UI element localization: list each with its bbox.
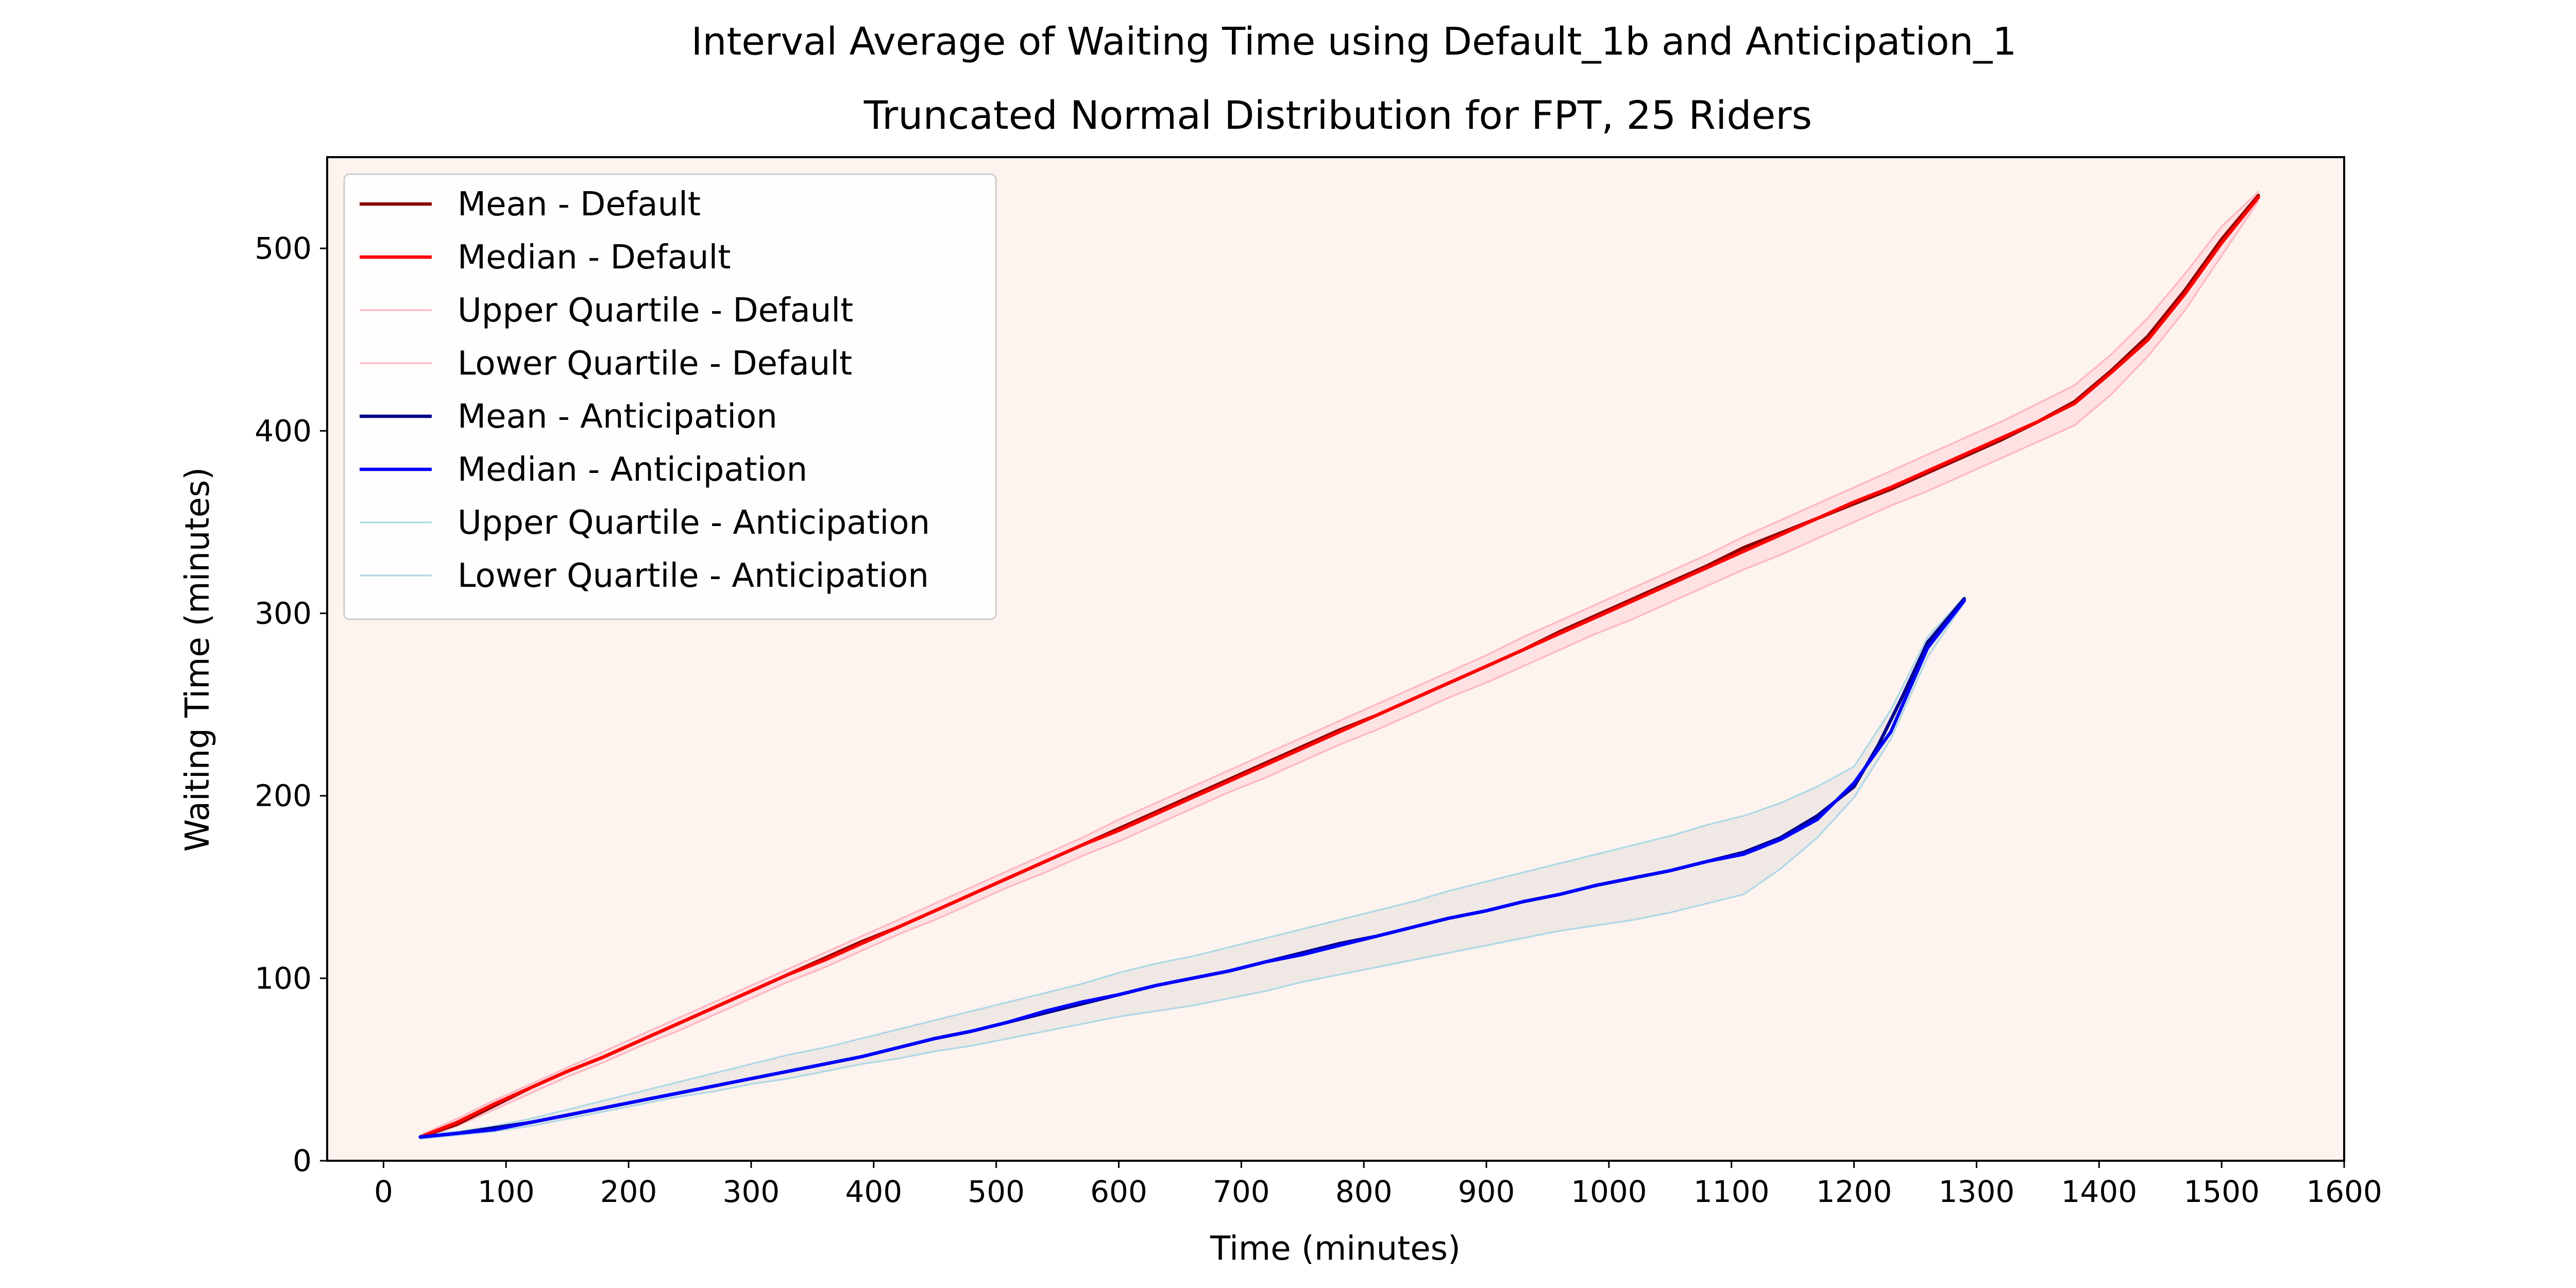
series-line-lower-quartile-default xyxy=(419,200,2260,1140)
x-tick-label: 1400 xyxy=(2061,1174,2137,1209)
chart-title: Interval Average of Waiting Time using D… xyxy=(691,20,2017,64)
quartile-bands xyxy=(420,192,2259,1139)
legend-label-upper-quartile-default: Upper Quartile - Default xyxy=(457,292,853,330)
x-tick-label: 700 xyxy=(1213,1174,1270,1209)
legend-label-median-default: Median - Default xyxy=(457,239,731,277)
x-tick-label: 1100 xyxy=(1693,1174,1770,1209)
series-line-median-anticipation xyxy=(418,599,1966,1139)
series-line-upper-quartile-default xyxy=(419,191,2260,1137)
x-tick-label: 900 xyxy=(1458,1174,1515,1209)
x-tick-label: 500 xyxy=(968,1174,1025,1209)
x-tick-label: 0 xyxy=(374,1174,393,1209)
legend-label-lower-quartile-default: Lower Quartile - Default xyxy=(457,345,852,383)
x-tick-label: 400 xyxy=(845,1174,902,1209)
plot-frame xyxy=(326,156,2345,1162)
x-tick-label: 800 xyxy=(1335,1174,1393,1209)
x-axis: 0 100 200 300 400 500 600 700 800 900 1000 1100 1200… xyxy=(374,1161,2382,1209)
legend: Mean - Default Median - Default Upper Quar… xyxy=(343,173,997,620)
legend-label-mean-default: Mean - Default xyxy=(457,185,701,224)
legend-label-mean-anticipation: Mean - Anticipation xyxy=(457,398,777,436)
x-tick-label: 200 xyxy=(600,1174,657,1209)
x-tick-label: 1500 xyxy=(2183,1174,2260,1209)
x-tick-label: 1300 xyxy=(1939,1174,2015,1209)
y-tick-label: 500 xyxy=(255,231,312,266)
legend-box xyxy=(343,173,997,620)
x-axis-label: Time (minutes) xyxy=(1210,1230,1461,1268)
y-tick-label: 400 xyxy=(255,413,312,448)
y-tick-label: 300 xyxy=(255,596,312,631)
legend-label-lower-quartile-anticipation: Lower Quartile - Anticipation xyxy=(457,557,929,595)
y-tick-label: 100 xyxy=(255,961,312,996)
series-line-lower-quartile-anticipation xyxy=(419,601,1965,1140)
series-line-median-default xyxy=(418,195,2260,1139)
y-tick-label: 200 xyxy=(255,778,312,814)
series-lines xyxy=(418,191,2260,1140)
chart-subtitle: Truncated Normal Distribution for FPT, 2… xyxy=(863,92,1812,138)
x-tick-label: 1000 xyxy=(1571,1174,1647,1209)
y-tick-label: 0 xyxy=(293,1143,312,1178)
x-tick-label: 600 xyxy=(1090,1174,1147,1209)
band-anticipation xyxy=(420,597,1964,1139)
legend-label-upper-quartile-anticipation: Upper Quartile - Anticipation xyxy=(457,504,930,542)
y-axis: 0 100 200 300 400 500 xyxy=(255,231,327,1178)
x-tick-label: 1200 xyxy=(1816,1174,1892,1209)
x-tick-label: 300 xyxy=(723,1174,780,1209)
x-tick-label: 1600 xyxy=(2306,1174,2382,1209)
y-axis-label: Waiting Time (minutes) xyxy=(179,467,217,852)
legend-label-median-anticipation: Median - Anticipation xyxy=(457,451,807,489)
series-line-upper-quartile-anticipation xyxy=(419,596,1965,1137)
x-tick-label: 100 xyxy=(478,1174,535,1209)
